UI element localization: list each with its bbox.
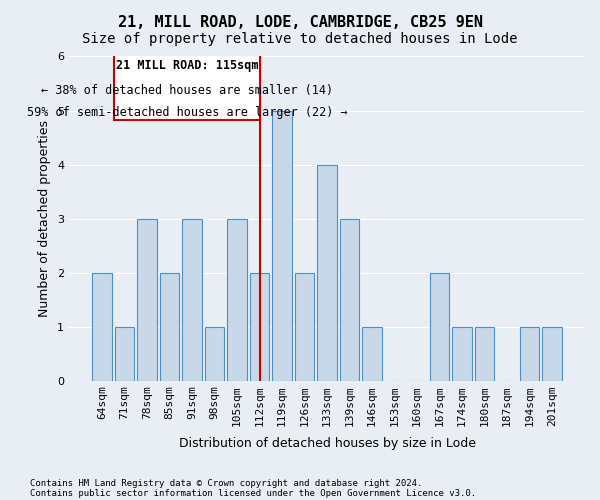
Bar — [115, 326, 134, 380]
Bar — [182, 218, 202, 380]
FancyBboxPatch shape — [115, 47, 260, 120]
Text: Size of property relative to detached houses in Lode: Size of property relative to detached ho… — [82, 32, 518, 46]
Text: Contains public sector information licensed under the Open Government Licence v3: Contains public sector information licen… — [30, 488, 476, 498]
Bar — [160, 272, 179, 380]
Y-axis label: Number of detached properties: Number of detached properties — [38, 120, 52, 317]
Text: Contains HM Land Registry data © Crown copyright and database right 2024.: Contains HM Land Registry data © Crown c… — [30, 478, 422, 488]
Bar — [295, 272, 314, 380]
Bar — [340, 218, 359, 380]
Text: 21, MILL ROAD, LODE, CAMBRIDGE, CB25 9EN: 21, MILL ROAD, LODE, CAMBRIDGE, CB25 9EN — [118, 15, 482, 30]
Bar — [362, 326, 382, 380]
Bar — [317, 164, 337, 380]
Bar — [227, 218, 247, 380]
X-axis label: Distribution of detached houses by size in Lode: Distribution of detached houses by size … — [179, 437, 476, 450]
Bar — [475, 326, 494, 380]
Bar — [250, 272, 269, 380]
Bar — [137, 218, 157, 380]
Bar — [272, 110, 292, 380]
Text: 59% of semi-detached houses are larger (22) →: 59% of semi-detached houses are larger (… — [26, 106, 347, 119]
Bar — [452, 326, 472, 380]
Bar — [92, 272, 112, 380]
Bar — [542, 326, 562, 380]
Bar — [205, 326, 224, 380]
Text: ← 38% of detached houses are smaller (14): ← 38% of detached houses are smaller (14… — [41, 84, 333, 96]
Text: 21 MILL ROAD: 115sqm: 21 MILL ROAD: 115sqm — [116, 58, 258, 71]
Bar — [430, 272, 449, 380]
Bar — [520, 326, 539, 380]
